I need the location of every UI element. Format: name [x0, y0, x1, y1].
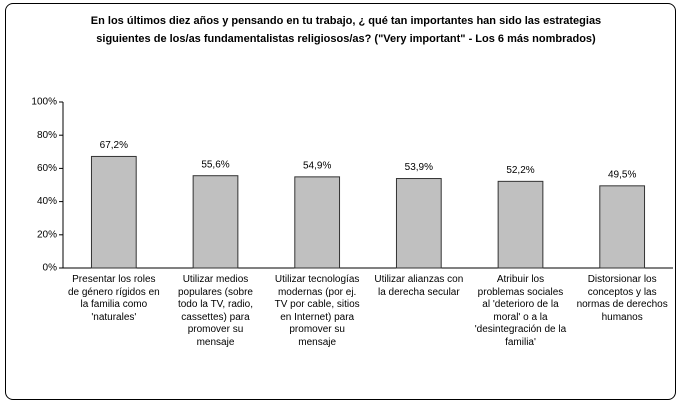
- x-tick-label: Distorsionar los conceptos y las normas …: [576, 274, 668, 323]
- chart: 0% 20% 40% 60% 80% 100% 67,2% 55,6% 54,9% 53,9% 52…: [5, 3, 676, 400]
- value-label: 54,9%: [303, 161, 331, 172]
- bar: [90, 155, 137, 269]
- value-label: 55,6%: [201, 159, 229, 170]
- x-tick-label: Atribuir los problemas sociales al 'dete…: [474, 274, 567, 348]
- y-tick-label: 80%: [37, 130, 57, 141]
- value-label: 53,9%: [405, 162, 433, 173]
- value-label: 67,2%: [100, 140, 128, 151]
- y-tick-label: 40%: [37, 196, 57, 207]
- y-tick-label: 20%: [37, 229, 57, 240]
- value-label: 52,2%: [506, 165, 534, 176]
- y-tick-label: 100%: [31, 97, 57, 108]
- chart-title: En los últimos diez años y pensando en t…: [90, 15, 602, 45]
- x-tick-label: Utilizar tecnologías modernas (por ej. T…: [274, 274, 360, 348]
- bar: [192, 175, 239, 269]
- bar: [599, 185, 646, 269]
- y-tick-label: 60%: [37, 163, 57, 174]
- bar: [395, 178, 442, 269]
- bar: [294, 176, 341, 269]
- x-tick-label: Utilizar alianzas con la derecha secular: [374, 274, 464, 298]
- value-label: 49,5%: [608, 169, 636, 180]
- bar: [497, 180, 544, 269]
- x-tick-label: Presentar los roles de género rígidos en…: [67, 274, 160, 323]
- plot: 0% 20% 40% 60% 80% 100% 67,2% 55,6% 54,9% 53,9% 52…: [31, 97, 673, 274]
- y-tick-label: 0%: [43, 263, 58, 274]
- x-tick-label: Utilizar medios populares (sobre todo la…: [177, 274, 254, 348]
